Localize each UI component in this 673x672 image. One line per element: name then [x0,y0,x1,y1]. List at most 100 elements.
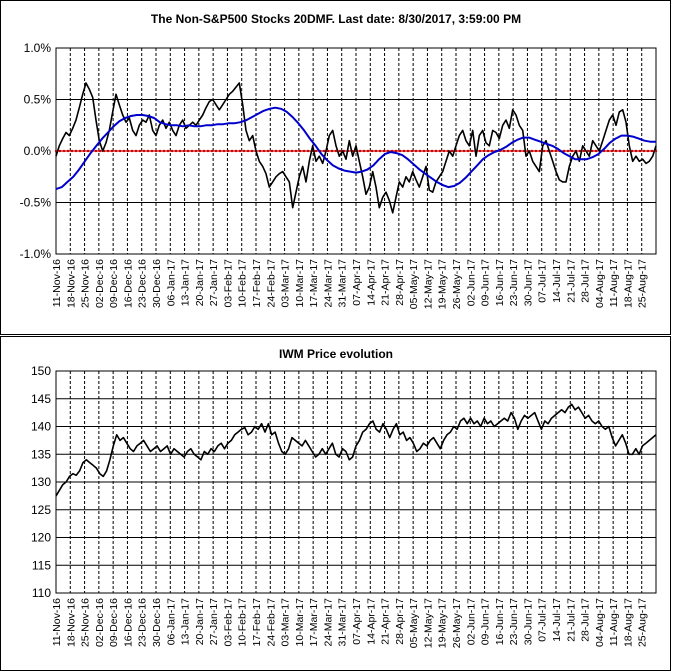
x-tick-label: 19-May-17 [437,259,449,309]
zero-line-marker [214,149,218,153]
zero-line-marker [170,149,174,153]
zero-line-marker [58,149,62,153]
x-tick-label: 03-Mar-17 [280,259,292,308]
x-tick-label: 02-Dec-16 [94,259,106,308]
zero-line-marker [126,149,130,153]
zero-line-marker [366,149,370,153]
zero-line-marker [246,149,250,153]
x-tick-label: 16-Dec-16 [122,259,134,308]
x-tick-label: 18-Aug-17 [622,259,634,308]
zero-line-marker [98,149,102,153]
zero-line-marker [458,149,462,153]
y-tick-label: 0.0% [24,144,52,158]
zero-line-marker [226,149,230,153]
zero-line-marker [542,149,546,153]
zero-line-marker [106,149,110,153]
x-tick-label: 30-Jun-17 [522,598,534,645]
y-tick-label: 115 [32,558,51,572]
zero-line-marker [74,149,78,153]
zero-line-marker [234,149,238,153]
x-tick-label: 03-Mar-17 [280,598,292,647]
price-chart-panel: IWM Price evolution 150 145 140 135 130 125 12… [0,336,671,671]
y-tick-label: 125 [31,503,51,517]
x-tick-label: 12-May-17 [422,598,434,648]
x-tick-label: 14-Jul-17 [551,598,563,642]
x-tick-label: 16-Jun-17 [494,259,506,306]
zero-line-marker [518,149,522,153]
x-tick-label: 17-Feb-17 [251,598,263,647]
zero-line-marker [530,149,534,153]
x-tick-label: 10-Mar-17 [294,598,306,647]
zero-line-marker [154,149,158,153]
zero-line-marker [642,149,646,153]
zero-line-marker [578,149,582,153]
zero-line-marker [266,149,270,153]
zero-line-marker [394,149,398,153]
x-tick-label: 18-Aug-17 [622,598,634,647]
y-tick-label: 110 [32,586,51,600]
zero-line-marker [110,149,114,153]
zero-line-marker [274,149,278,153]
zero-line-marker [118,149,122,153]
x-tick-label: 30-Dec-16 [151,259,163,308]
x-tick-label: 23-Dec-16 [137,598,149,647]
x-tick-label: 27-Jan-17 [208,259,220,306]
y-tick-label: 140 [31,420,51,434]
zero-line-marker [326,149,330,153]
x-tick-label: 21-Jul-17 [565,259,577,303]
x-tick-label: 16-Jun-17 [494,598,506,645]
zero-line-marker [502,149,506,153]
zero-line-marker [606,149,610,153]
zero-line-marker [402,149,406,153]
x-tick-label: 12-May-17 [422,259,434,309]
x-tick-label: 10-Feb-17 [237,598,249,647]
zero-line-marker [222,149,226,153]
zero-line-marker [450,149,454,153]
x-tick-label: 28-Jul-17 [580,598,592,642]
x-tick-label: 24-Feb-17 [265,259,277,308]
zero-line-marker [282,149,286,153]
x-tick-label: 21-Apr-17 [380,598,392,645]
x-tick-label: 28-Apr-17 [394,598,406,645]
x-tick-label: 11-Nov-16 [51,598,63,646]
zero-line-marker [570,149,574,153]
zero-line-marker [382,149,386,153]
zero-line-marker [406,149,410,153]
y-tick-label: 1.0% [24,41,52,55]
zero-line-marker [334,149,338,153]
zero-line-marker [146,149,150,153]
x-tick-label: 11-Aug-17 [608,259,620,307]
x-tick-label: 06-Jan-17 [165,259,177,306]
x-tick-label: 20-Jan-17 [194,598,206,645]
zero-line-marker [422,149,426,153]
y-tick-label: 135 [31,447,51,461]
zero-line-marker [62,149,66,153]
zero-line-marker [466,149,470,153]
zero-line-marker [302,149,306,153]
zero-line-marker [258,149,262,153]
zero-line-marker [646,149,650,153]
x-tick-label: 07-Jul-17 [537,598,549,642]
zero-line-marker [178,149,182,153]
zero-line-marker [114,149,118,153]
x-tick-label: 25-Aug-17 [637,259,649,308]
x-tick-label: 28-Apr-17 [394,259,406,306]
zero-line-marker [622,149,626,153]
zero-line-marker [230,149,234,153]
x-tick-label: 07-Jul-17 [537,259,549,303]
zero-line-marker [374,149,378,153]
zero-line-marker [238,149,242,153]
zero-line-marker [82,149,86,153]
zero-line-marker [242,149,246,153]
y-tick-label: -0.5% [20,196,52,210]
zero-line-marker [202,149,206,153]
x-tick-label: 04-Aug-17 [594,259,606,308]
zero-line-marker [562,149,566,153]
x-tick-label: 28-Jul-17 [580,259,592,303]
zero-line-marker [186,149,190,153]
zero-line-marker [250,149,254,153]
zero-line-marker [150,149,154,153]
zero-line-marker [134,149,138,153]
x-tick-label: 24-Mar-17 [322,598,334,647]
zero-line-marker [370,149,374,153]
